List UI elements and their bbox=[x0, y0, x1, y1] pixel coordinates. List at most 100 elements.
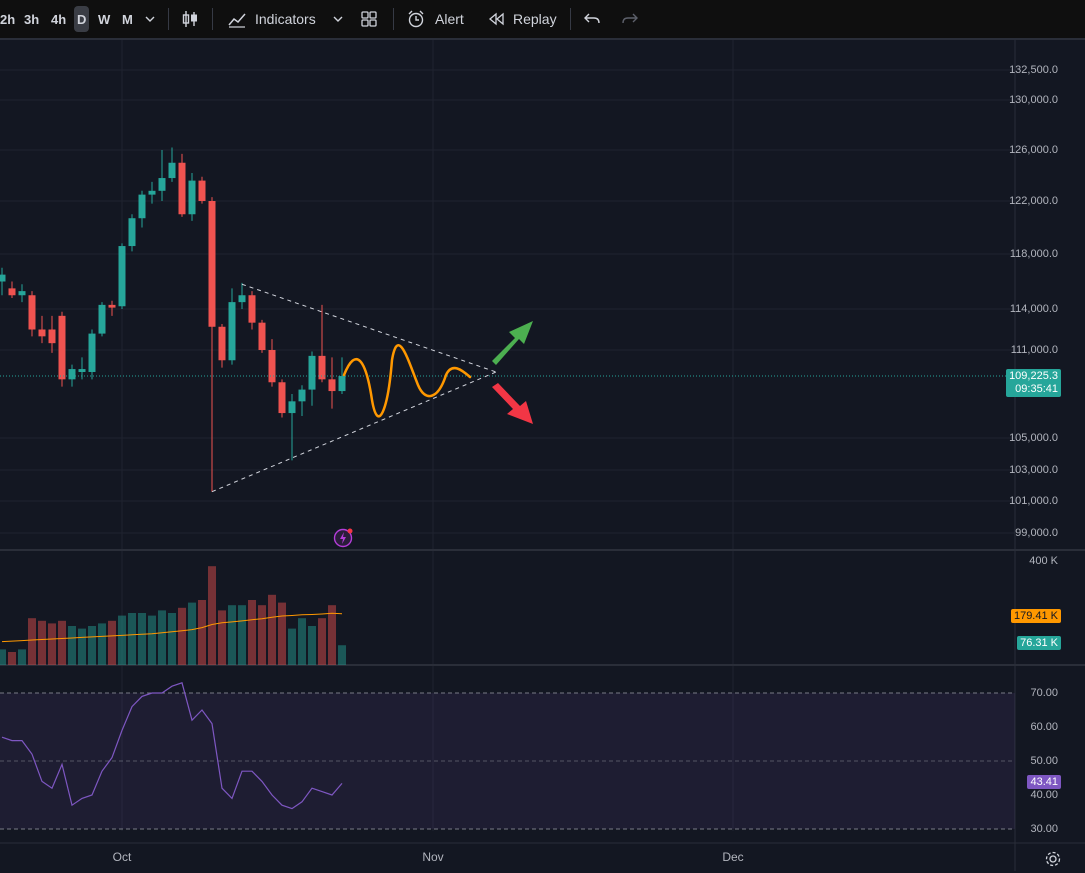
candle-body bbox=[98, 304, 106, 334]
candle-body bbox=[218, 326, 226, 361]
undo-icon[interactable] bbox=[583, 0, 601, 38]
replay-button[interactable]: Replay bbox=[487, 0, 557, 38]
volume-bar bbox=[298, 618, 306, 665]
candle-body bbox=[78, 369, 86, 372]
triangle-lower-trendline bbox=[211, 371, 497, 493]
volume-bar bbox=[258, 605, 266, 665]
candle-body bbox=[118, 246, 126, 307]
replay-label: Replay bbox=[513, 11, 557, 27]
candle-body bbox=[68, 369, 76, 380]
volume-moving-average-line bbox=[1, 612, 343, 643]
volume-bar bbox=[188, 602, 196, 665]
redo-icon[interactable] bbox=[621, 0, 639, 38]
volume-bar bbox=[208, 566, 216, 665]
candle-body bbox=[198, 180, 206, 201]
last-price-value: 109,225.3 bbox=[1009, 370, 1058, 382]
volume-bar bbox=[278, 602, 286, 665]
indicators-icon bbox=[228, 13, 246, 28]
candle-body bbox=[248, 295, 256, 323]
grid-lines bbox=[0, 40, 1085, 871]
candle-body bbox=[108, 304, 116, 308]
volume-bar bbox=[68, 626, 76, 665]
candle-body bbox=[0, 274, 6, 282]
rsi-value-tag: 43.41 bbox=[1027, 775, 1061, 789]
last-price-tag: 109,225.3 09:35:41 bbox=[1006, 369, 1061, 397]
events-lightning-icon[interactable] bbox=[333, 527, 355, 549]
volume-bar bbox=[148, 615, 156, 665]
indicators-button[interactable]: Indicators bbox=[227, 0, 316, 38]
candle-body bbox=[338, 376, 346, 392]
layout-grid-icon[interactable] bbox=[360, 0, 378, 38]
candle-body bbox=[288, 401, 296, 414]
volume-bar bbox=[38, 620, 46, 665]
price-tick: 114,000.0 bbox=[1009, 303, 1058, 315]
candle-body bbox=[298, 389, 306, 402]
volume-bar bbox=[48, 623, 56, 665]
volume-bar bbox=[28, 618, 36, 665]
volume-bar bbox=[158, 610, 166, 665]
price-tick: 101,000.0 bbox=[1009, 495, 1058, 507]
alert-button[interactable]: Alert bbox=[406, 0, 464, 38]
indicators-dropdown-chevron-icon[interactable] bbox=[331, 0, 345, 38]
candle-body bbox=[328, 379, 336, 392]
rsi-tick: 70.00 bbox=[1030, 687, 1058, 699]
volume-bar bbox=[78, 628, 86, 665]
candle-body bbox=[268, 350, 276, 383]
rsi-band bbox=[0, 692, 1015, 830]
candle-body bbox=[228, 302, 236, 361]
volume-bar bbox=[118, 615, 126, 665]
price-tick: 126,000.0 bbox=[1009, 144, 1058, 156]
interval-dropdown-chevron-icon[interactable] bbox=[143, 0, 157, 38]
interval-w[interactable]: W bbox=[98, 11, 111, 27]
candlesticks bbox=[0, 147, 346, 492]
volume-bar bbox=[248, 600, 256, 665]
alarm-clock-icon bbox=[408, 10, 424, 28]
volume-bar bbox=[328, 605, 336, 665]
volume-bar bbox=[18, 649, 26, 665]
volume-bar bbox=[88, 626, 96, 665]
price-tick: 118,000.0 bbox=[1009, 248, 1058, 260]
candle-body bbox=[318, 355, 326, 380]
interval-m[interactable]: M bbox=[122, 11, 133, 27]
volume-bar bbox=[178, 607, 186, 665]
candle-body bbox=[208, 201, 216, 327]
candle-body bbox=[148, 190, 156, 195]
rsi-tick: 50.00 bbox=[1030, 755, 1058, 767]
volume-max-tick: 400 K bbox=[1029, 555, 1058, 567]
interval-d[interactable]: D bbox=[74, 6, 90, 32]
price-tick: 122,000.0 bbox=[1009, 195, 1058, 207]
time-label-oct: Oct bbox=[112, 850, 132, 864]
chart-canvas[interactable] bbox=[0, 40, 1085, 871]
settings-gear-icon[interactable] bbox=[1044, 850, 1062, 868]
interval-2h[interactable]: 2h bbox=[0, 11, 16, 27]
breakout-up-arrow bbox=[492, 321, 533, 365]
triangle-upper-trendline bbox=[241, 283, 497, 373]
indicators-label: Indicators bbox=[255, 11, 316, 27]
volume-bar bbox=[338, 645, 346, 665]
price-tick: 111,000.0 bbox=[1010, 344, 1058, 356]
interval-3h[interactable]: 3h bbox=[24, 11, 40, 27]
candle-body bbox=[28, 295, 36, 330]
volume-bar bbox=[228, 605, 236, 665]
replay-rewind-icon bbox=[488, 12, 504, 26]
candle-type-icon[interactable] bbox=[180, 0, 200, 38]
volume-bar bbox=[288, 628, 296, 665]
volume-ma-value-tag: 179.41 K bbox=[1010, 609, 1061, 623]
candle-body bbox=[8, 288, 16, 296]
drawing-annotations bbox=[211, 283, 533, 493]
volume-bar bbox=[8, 652, 16, 665]
price-tick: 105,000.0 bbox=[1009, 432, 1058, 444]
candle-body bbox=[178, 162, 186, 215]
candle-body bbox=[168, 162, 176, 179]
rsi-tick: 30.00 bbox=[1030, 823, 1058, 835]
rsi-tick: 40.00 bbox=[1030, 789, 1058, 801]
interval-4h[interactable]: 4h bbox=[51, 11, 67, 27]
volume-bar bbox=[308, 626, 316, 665]
rsi-tick: 60.00 bbox=[1030, 721, 1058, 733]
volume-bar bbox=[98, 623, 106, 665]
volume-bar bbox=[108, 620, 116, 665]
top-toolbar: 2h 3h 4h D W M Indicators Alert Replay bbox=[0, 0, 1085, 40]
volume-bar bbox=[128, 613, 136, 665]
candle-body bbox=[128, 218, 136, 247]
volume-bar bbox=[198, 600, 206, 665]
